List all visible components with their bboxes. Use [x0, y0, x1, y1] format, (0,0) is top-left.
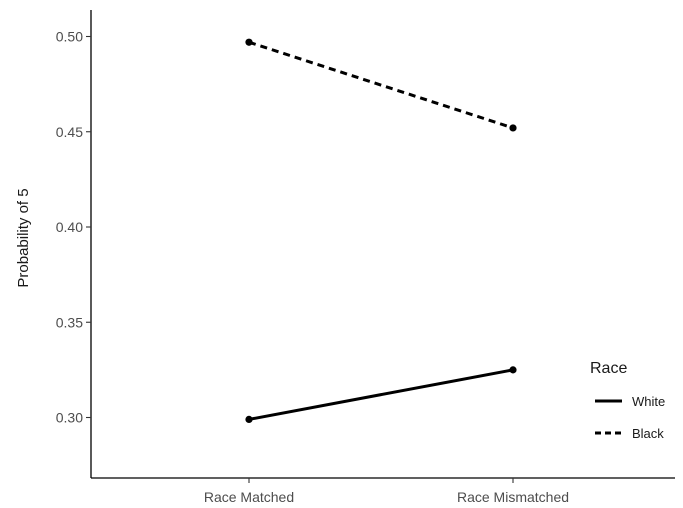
y-tick-label: 0.50 — [56, 29, 83, 45]
plot-area: 0.30 0.35 0.40 0.45 0.50 Race Matched Race Mi… — [56, 10, 675, 505]
data-point-black — [509, 124, 517, 132]
x-tick-label: Race Matched — [204, 489, 294, 505]
series-layer — [245, 38, 517, 424]
x-ticks: Race Matched Race Mismatched — [204, 478, 569, 505]
y-tick-label: 0.45 — [56, 124, 83, 140]
data-point-white — [245, 415, 253, 424]
y-ticks: 0.30 0.35 0.40 0.45 0.50 — [56, 29, 91, 426]
legend-label-black: Black — [632, 426, 664, 441]
y-tick-label: 0.35 — [56, 314, 83, 330]
x-tick-label: Race Mismatched — [457, 489, 569, 505]
legend: Race White Black — [590, 360, 665, 441]
data-point-white — [509, 366, 517, 374]
legend-label-white: White — [632, 394, 665, 409]
y-axis-title: Probability of 5 — [15, 188, 32, 287]
y-tick-label: 0.40 — [56, 219, 83, 235]
legend-items: White Black — [595, 394, 665, 441]
y-tick-label: 0.30 — [56, 410, 83, 426]
legend-title: Race — [590, 360, 627, 377]
data-point-black — [245, 38, 253, 46]
series-line-black — [248, 40, 514, 130]
series-line-white — [248, 368, 514, 421]
